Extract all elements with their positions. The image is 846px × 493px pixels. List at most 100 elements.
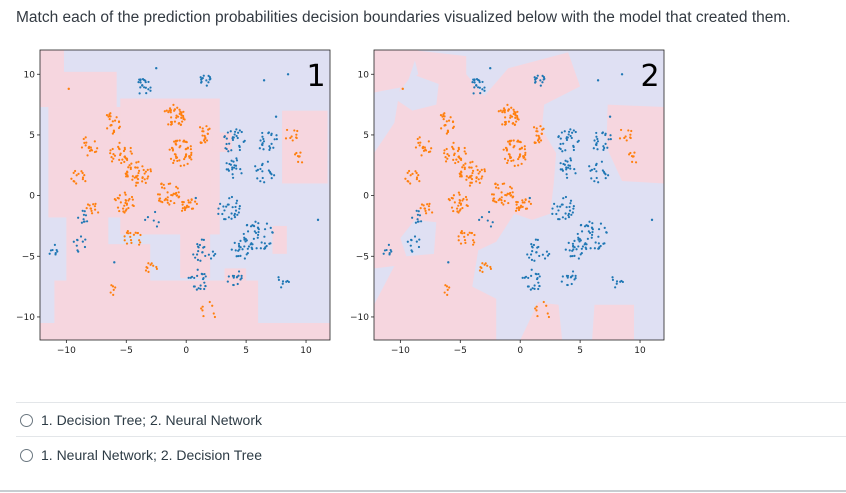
radio-button-1[interactable] <box>20 413 33 427</box>
scatter-point <box>237 242 241 245</box>
scatter-point <box>524 198 527 201</box>
scatter-point <box>166 191 169 194</box>
scatter-point <box>555 212 558 216</box>
scatter-point <box>110 156 113 159</box>
scatter-point <box>109 152 112 155</box>
scatter-point <box>132 233 136 236</box>
region-orange <box>520 302 563 340</box>
scatter-point <box>184 148 187 151</box>
scatter-point <box>599 222 603 225</box>
scatter-point <box>200 80 203 83</box>
scatter-point <box>237 270 241 273</box>
scatter-point <box>541 128 544 131</box>
scatter-point <box>463 235 466 238</box>
scatter-point <box>231 176 235 179</box>
scatter-point <box>280 286 283 289</box>
scatter-point <box>169 182 172 185</box>
scatter-point <box>77 172 80 175</box>
scatter-point <box>507 153 511 156</box>
scatter-point <box>475 176 478 180</box>
scatter-point <box>503 116 507 119</box>
scatter-point <box>593 139 596 142</box>
scatter-point <box>83 174 86 177</box>
scatter-point <box>238 129 241 132</box>
scatter-point <box>256 177 259 180</box>
scatter-point <box>136 177 140 181</box>
scatter-point <box>137 171 140 175</box>
scatter-point <box>452 153 456 157</box>
scatter-point <box>131 178 134 181</box>
scatter-point <box>545 250 549 253</box>
scatter-point <box>157 199 161 202</box>
region-orange <box>40 50 64 108</box>
scatter-point <box>80 146 84 149</box>
scatter-point <box>206 132 209 135</box>
scatter-point <box>291 139 294 142</box>
scatter-point <box>572 205 575 208</box>
scatter-point <box>238 148 241 152</box>
scatter-point <box>480 266 483 270</box>
scatter-point <box>516 140 519 143</box>
scatter-point <box>532 243 536 247</box>
scatter-point <box>409 182 412 185</box>
scatter-point <box>80 170 83 173</box>
scatter-point <box>571 131 574 134</box>
scatter-point <box>601 169 604 172</box>
scatter-point <box>110 160 114 163</box>
scatter-point <box>251 243 254 246</box>
radio-button-2[interactable] <box>20 448 33 462</box>
scatter-point <box>138 243 141 246</box>
scatter-point <box>503 157 507 160</box>
scatter-point <box>495 200 498 204</box>
scatter-point <box>534 272 537 275</box>
scatter-point <box>110 123 113 127</box>
scatter-point <box>473 86 476 89</box>
scatter-point <box>233 241 236 244</box>
scatter-point <box>201 305 204 308</box>
answer-option-1[interactable]: 1. Decision Tree; 2. Neural Network <box>20 412 262 428</box>
scatter-point <box>597 235 600 238</box>
scatter-point <box>82 137 85 141</box>
scatter-point <box>382 252 385 255</box>
scatter-point <box>603 226 606 229</box>
scatter-point <box>417 245 421 249</box>
scatter-point <box>591 230 594 234</box>
scatter-point <box>523 201 526 204</box>
scatter-point <box>178 139 181 142</box>
scatter-point <box>111 132 114 135</box>
scatter-point <box>173 153 177 156</box>
scatter-point <box>448 286 451 289</box>
scatter-point <box>275 134 278 137</box>
scatter-point <box>187 205 190 208</box>
scatter-point <box>142 168 145 172</box>
scatter-point <box>192 253 195 256</box>
scatter-point <box>568 249 571 252</box>
scatter-point <box>501 123 504 126</box>
scatter-point <box>128 164 131 167</box>
scatter-point <box>123 191 126 194</box>
scatter-point <box>624 135 627 138</box>
scatter-point <box>629 136 632 140</box>
scatter-point <box>190 275 194 278</box>
scatter-point <box>267 169 270 172</box>
scatter-point <box>462 164 465 167</box>
scatter-point <box>480 216 484 219</box>
scatter-point <box>239 278 242 281</box>
scatter-point <box>524 153 527 156</box>
scatter-point <box>561 216 564 219</box>
scatter-point <box>238 207 241 210</box>
scatter-point <box>457 239 460 242</box>
scatter-point <box>529 288 532 291</box>
scatter-point <box>530 243 533 246</box>
scatter-point <box>465 198 468 201</box>
scatter-point <box>445 132 448 135</box>
scatter-point <box>565 166 568 169</box>
region-orange <box>282 110 328 184</box>
scatter-point <box>204 141 207 144</box>
scatter-point <box>457 160 460 163</box>
scatter-point <box>129 167 132 171</box>
scatter-point <box>117 126 121 130</box>
scatter-point <box>424 212 428 215</box>
x-tick-label: 5 <box>577 346 583 356</box>
answer-option-2[interactable]: 1. Neural Network; 2. Decision Tree <box>20 447 262 463</box>
